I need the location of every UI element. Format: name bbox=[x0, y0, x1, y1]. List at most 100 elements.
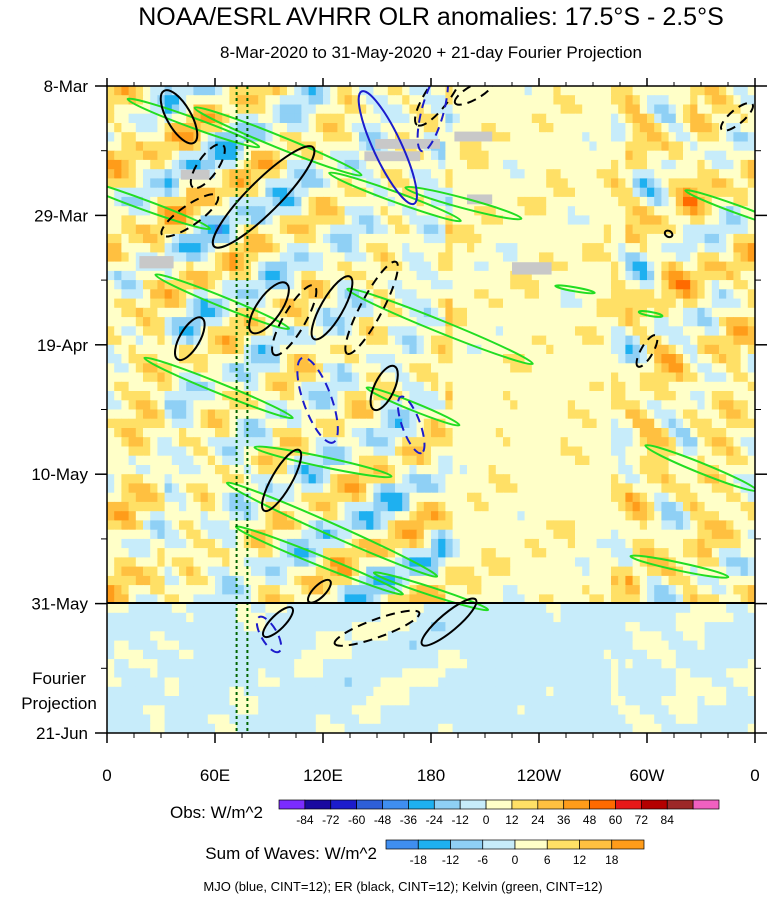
field-cell bbox=[107, 206, 115, 216]
field-cell bbox=[531, 529, 540, 540]
field-cell bbox=[236, 206, 245, 216]
field-cell bbox=[200, 280, 209, 290]
field-cell bbox=[625, 233, 634, 244]
field-cell bbox=[639, 520, 648, 531]
field-cell bbox=[135, 372, 144, 383]
field-cell bbox=[661, 354, 670, 364]
field-cell bbox=[359, 104, 367, 115]
field-cell bbox=[135, 141, 144, 152]
field-cell bbox=[200, 557, 209, 568]
field-cell bbox=[150, 280, 158, 290]
field-cell bbox=[481, 150, 490, 161]
field-cell bbox=[272, 298, 281, 309]
field-cell bbox=[603, 354, 612, 364]
field-cell bbox=[207, 474, 216, 484]
field-cell bbox=[258, 280, 266, 290]
field-cell bbox=[625, 113, 634, 124]
field-cell bbox=[452, 520, 461, 531]
field-cell bbox=[308, 252, 317, 263]
field-cell bbox=[423, 132, 432, 142]
field-cell bbox=[251, 363, 259, 374]
field-cell bbox=[409, 270, 418, 281]
field-cell bbox=[222, 465, 230, 475]
field-cell bbox=[344, 335, 353, 346]
field-cell bbox=[337, 289, 346, 300]
field-cell bbox=[697, 224, 706, 235]
field-cell bbox=[726, 86, 734, 96]
field-cell bbox=[510, 474, 518, 484]
field-cell bbox=[229, 307, 238, 318]
field-cell bbox=[265, 243, 274, 253]
field-cell bbox=[438, 169, 446, 179]
field-cell bbox=[459, 141, 468, 152]
field-cell bbox=[272, 354, 281, 364]
field-cell bbox=[351, 233, 360, 244]
field-cell bbox=[596, 585, 605, 595]
field-cell bbox=[236, 150, 245, 161]
field-cell bbox=[546, 501, 554, 512]
field-cell bbox=[632, 566, 641, 577]
field-cell bbox=[618, 169, 626, 179]
field-cell bbox=[697, 104, 706, 115]
field-cell bbox=[143, 548, 151, 558]
field-cell bbox=[308, 187, 317, 198]
field-cell bbox=[747, 159, 755, 170]
field-cell bbox=[582, 381, 590, 392]
field-cell bbox=[423, 557, 432, 568]
field-cell bbox=[726, 141, 734, 152]
field-cell bbox=[315, 123, 324, 133]
field-cell bbox=[647, 363, 655, 374]
field-cell bbox=[560, 446, 569, 457]
field-cell bbox=[510, 585, 518, 595]
field-cell bbox=[265, 196, 274, 207]
field-cell bbox=[452, 455, 461, 466]
field-cell bbox=[351, 354, 360, 364]
field-cell bbox=[315, 298, 324, 309]
field-cell bbox=[387, 289, 396, 300]
field-cell bbox=[632, 280, 641, 290]
field-cell bbox=[618, 141, 626, 152]
field-cell bbox=[495, 409, 504, 420]
field-cell bbox=[445, 95, 454, 105]
field-cell bbox=[272, 492, 281, 503]
field-cell bbox=[575, 159, 583, 170]
field-cell bbox=[445, 280, 454, 290]
field-cell bbox=[402, 289, 410, 300]
field-cell bbox=[495, 363, 504, 374]
field-cell bbox=[229, 261, 238, 272]
field-cell bbox=[438, 307, 446, 318]
field-cell bbox=[611, 169, 619, 179]
field-cell bbox=[661, 224, 670, 235]
field-cell bbox=[452, 252, 461, 263]
field-cell bbox=[164, 372, 173, 383]
field-cell bbox=[697, 261, 706, 272]
field-cell bbox=[445, 123, 454, 133]
field-cell bbox=[351, 95, 360, 105]
field-cell bbox=[179, 113, 187, 124]
field-cell bbox=[351, 335, 360, 346]
field-cell bbox=[157, 178, 166, 189]
field-cell bbox=[308, 270, 317, 281]
field-cell bbox=[387, 261, 396, 272]
field-cell bbox=[488, 492, 497, 503]
field-cell bbox=[272, 261, 281, 272]
field-cell bbox=[373, 317, 382, 327]
field-cell bbox=[567, 538, 576, 549]
field-cell bbox=[315, 104, 324, 115]
field-cell bbox=[294, 363, 302, 374]
field-cell bbox=[632, 483, 641, 494]
field-cell bbox=[459, 298, 468, 309]
field-cell bbox=[546, 86, 554, 96]
field-cell bbox=[560, 261, 569, 272]
field-cell bbox=[431, 455, 439, 466]
field-cell bbox=[107, 243, 115, 253]
field-cell bbox=[351, 501, 360, 512]
field-cell bbox=[632, 418, 641, 429]
field-cell bbox=[294, 280, 302, 290]
field-cell bbox=[107, 196, 115, 207]
field-cell bbox=[632, 123, 641, 133]
field-cell bbox=[488, 123, 497, 133]
field-cell bbox=[207, 446, 216, 457]
field-cell bbox=[395, 575, 403, 586]
field-cell bbox=[546, 363, 554, 374]
